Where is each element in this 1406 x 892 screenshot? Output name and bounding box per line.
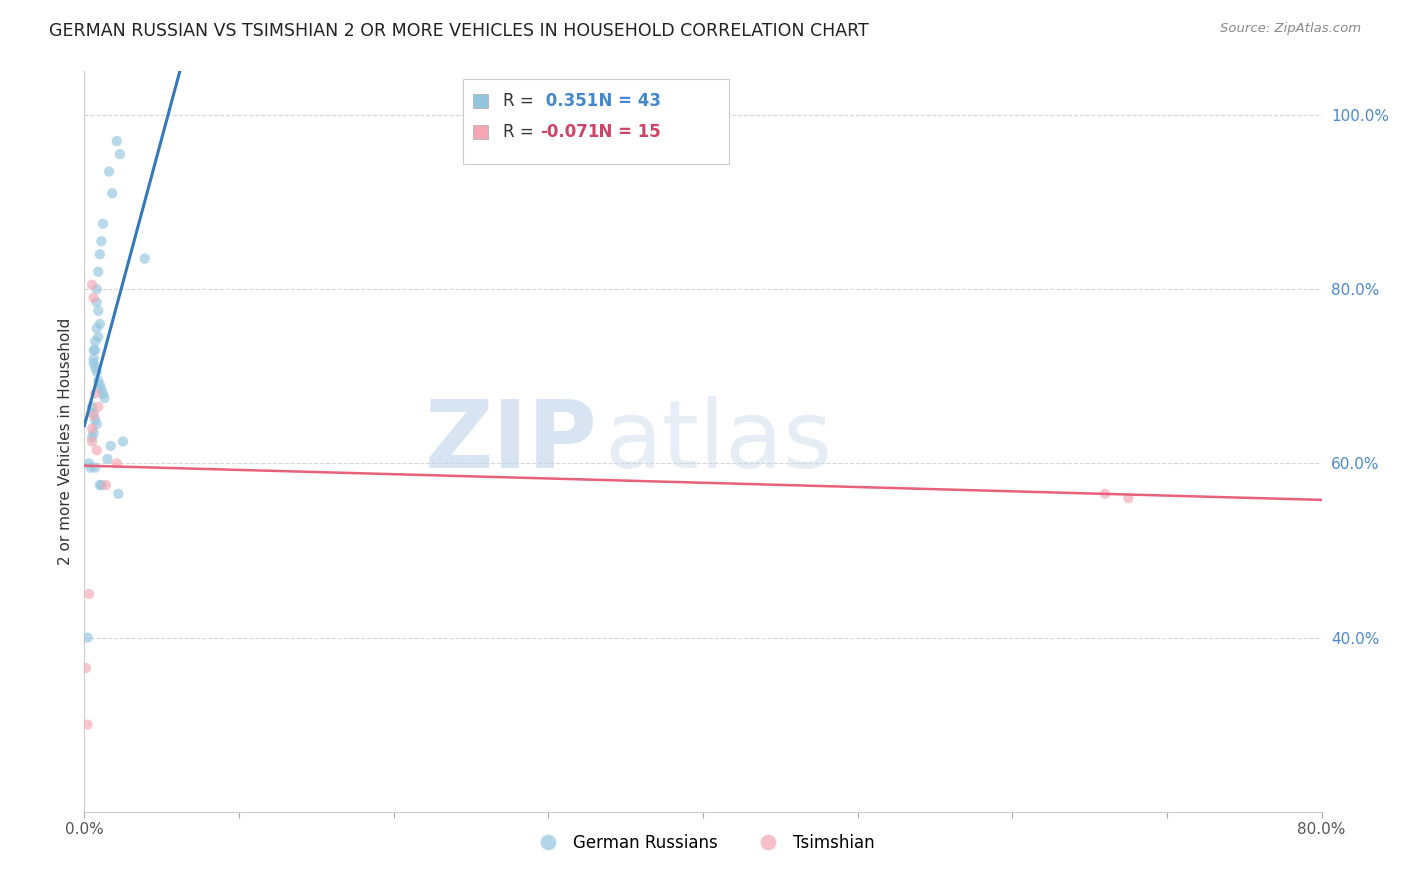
Point xyxy=(86,321,108,335)
Text: 0.351: 0.351 xyxy=(540,92,598,110)
Point xyxy=(91,386,114,401)
Point xyxy=(86,282,108,296)
Point xyxy=(105,134,128,148)
Point xyxy=(101,186,124,201)
Point xyxy=(100,439,122,453)
Point xyxy=(84,360,107,375)
Point xyxy=(108,147,131,161)
Point xyxy=(86,417,108,431)
Point xyxy=(87,265,110,279)
Point xyxy=(84,343,107,357)
Text: ZIP: ZIP xyxy=(425,395,598,488)
Text: R =: R = xyxy=(502,123,538,141)
Point xyxy=(87,330,110,344)
Point xyxy=(77,456,100,470)
Point xyxy=(89,378,111,392)
Point xyxy=(83,409,105,423)
Point xyxy=(94,478,117,492)
Legend: German Russians, Tsimshian: German Russians, Tsimshian xyxy=(524,828,882,859)
Point xyxy=(1116,491,1139,505)
Point xyxy=(83,343,105,357)
Point xyxy=(86,443,108,458)
Point xyxy=(84,386,107,401)
Point xyxy=(105,456,128,470)
Point xyxy=(82,277,104,292)
Point xyxy=(107,487,129,501)
Text: -0.071: -0.071 xyxy=(540,123,599,141)
Point xyxy=(90,382,112,396)
Point xyxy=(112,434,135,449)
Point xyxy=(82,430,104,444)
Text: atlas: atlas xyxy=(605,395,832,488)
Point xyxy=(1094,487,1116,501)
Point xyxy=(82,400,104,414)
Point xyxy=(83,425,105,440)
Point xyxy=(79,460,101,475)
Point xyxy=(86,365,108,379)
Point xyxy=(83,351,105,366)
Y-axis label: 2 or more Vehicles in Household: 2 or more Vehicles in Household xyxy=(58,318,73,566)
Point xyxy=(89,247,111,261)
Point xyxy=(98,164,121,178)
Point xyxy=(82,421,104,435)
Point xyxy=(76,717,98,731)
Point xyxy=(87,400,110,414)
Point xyxy=(82,434,104,449)
Point xyxy=(86,295,108,310)
Point xyxy=(84,413,107,427)
FancyBboxPatch shape xyxy=(472,126,488,139)
Point xyxy=(84,334,107,349)
FancyBboxPatch shape xyxy=(472,95,488,108)
Text: R =: R = xyxy=(502,92,538,110)
Point xyxy=(76,631,98,645)
Point xyxy=(77,587,100,601)
Point xyxy=(89,317,111,331)
Point xyxy=(87,304,110,318)
Point xyxy=(87,374,110,388)
Text: GERMAN RUSSIAN VS TSIMSHIAN 2 OR MORE VEHICLES IN HOUSEHOLD CORRELATION CHART: GERMAN RUSSIAN VS TSIMSHIAN 2 OR MORE VE… xyxy=(49,22,869,40)
Point xyxy=(83,406,105,420)
Point xyxy=(83,291,105,305)
Point xyxy=(83,356,105,370)
Point xyxy=(96,452,118,467)
Text: N = 15: N = 15 xyxy=(586,123,661,141)
Point xyxy=(89,478,111,492)
Point xyxy=(90,478,112,492)
Point xyxy=(93,391,115,405)
Text: Source: ZipAtlas.com: Source: ZipAtlas.com xyxy=(1220,22,1361,36)
Point xyxy=(75,661,97,675)
Point xyxy=(91,217,114,231)
FancyBboxPatch shape xyxy=(463,78,728,164)
Point xyxy=(84,460,107,475)
Point xyxy=(90,234,112,248)
Point xyxy=(134,252,156,266)
Text: N = 43: N = 43 xyxy=(586,92,661,110)
